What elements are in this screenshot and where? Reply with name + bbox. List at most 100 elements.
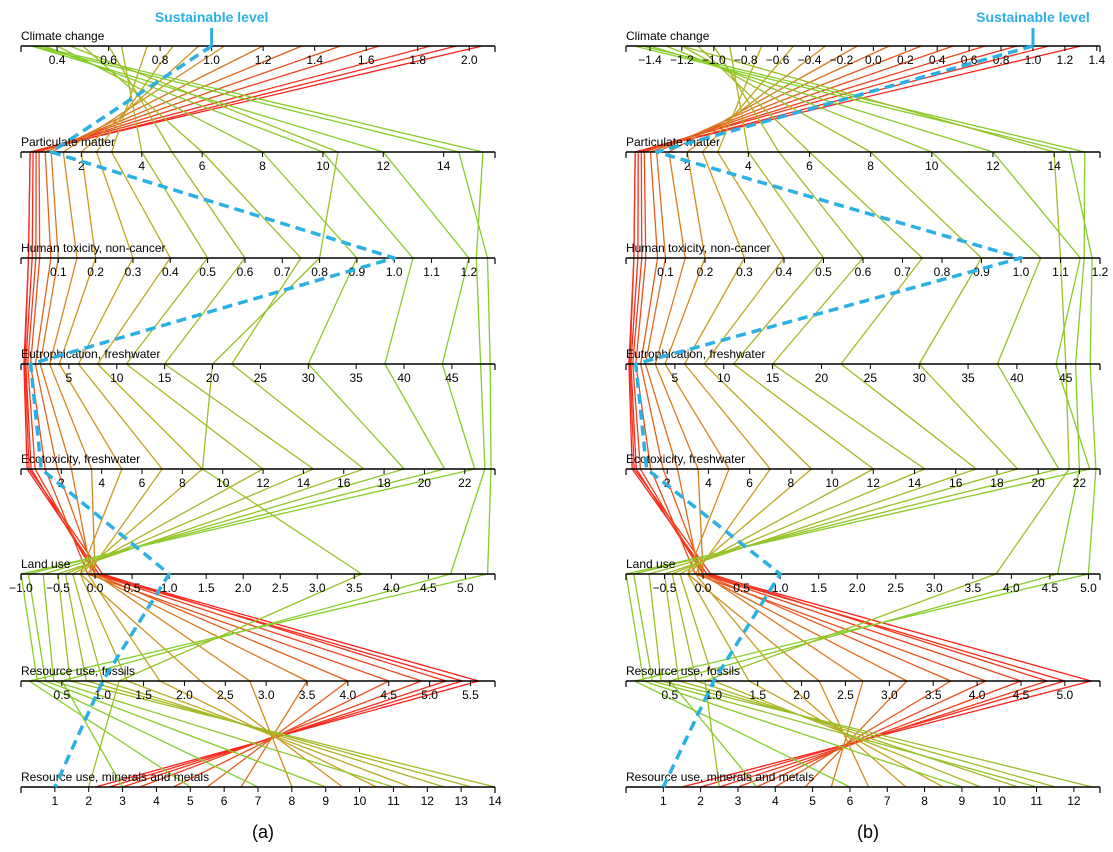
tick-label: 4.0 [1003,581,1020,595]
tick-label: 2.5 [217,688,234,702]
profile-line [681,45,1070,788]
axis: Particulate matter 2 4 6 8 10 12 14 [20,135,496,173]
tick-label: 20 [418,476,432,490]
profile-line [49,45,293,788]
tick-label: 8 [259,159,266,173]
tick-label: 4.5 [1042,581,1059,595]
tick-label: 0.1 [50,265,67,279]
tick-label: 0.3 [125,265,142,279]
sustainable-level-label: Sustainable level [976,9,1090,25]
axis-title: Resource use, minerals and metals [21,770,209,784]
tick-label: 3.0 [309,581,326,595]
axis-title: Ecotoxicity, freshwater [21,452,140,466]
tick-label: 1.5 [198,581,215,595]
tick-label: −0.5 [46,581,70,595]
tick-label: 7 [255,794,262,808]
tick-label: 0.4 [776,265,793,279]
profile-line [633,45,1097,788]
tick-label: 4.5 [380,688,397,702]
tick-label: 2 [697,794,704,808]
tick-label: 10 [216,476,230,490]
profile-line [629,45,1048,788]
tick-label: 6 [199,159,206,173]
profile-line [39,45,308,788]
tick-label: 11 [387,794,400,808]
tick-label: 12 [986,159,1000,173]
profile-line [42,45,405,788]
tick-label: 5 [672,371,679,385]
tick-label: 5.5 [462,688,479,702]
tick-label: 14 [1047,159,1061,173]
tick-label: 20 [815,371,829,385]
tick-label: 18 [377,476,391,490]
profile-line [27,45,446,788]
tick-label: 4.5 [1013,688,1030,702]
tick-label: 15 [766,371,780,385]
axis: Land use −0.5 0.0 0.5 1.0 1.5 2.0 2.5 3.0 3.5 4.0 4… [625,557,1101,595]
tick-label: 1 [660,794,667,808]
axis-title: Climate change [626,29,710,43]
tick-label: 18 [990,476,1004,490]
profile-line [630,45,1066,788]
tick-label: 16 [337,476,351,490]
sustainable-level: Sustainable level [28,9,396,788]
tick-label: 4 [705,476,712,490]
tick-label: 1.1 [1052,265,1069,279]
tick-label: 10 [353,794,367,808]
profile-line [648,45,1093,788]
tick-label: 30 [913,371,927,385]
tick-label: 10 [316,159,330,173]
axis-title: Land use [626,557,676,571]
tick-label: 12 [1067,794,1081,808]
axis-title: Particulate matter [21,135,115,149]
axis-title: Human toxicity, non-cancer [21,241,166,255]
axis-title: Resource use, fossils [21,664,135,678]
profile-line [72,45,445,788]
tick-label: 14 [488,794,502,808]
axis-title: Ecotoxicity, freshwater [626,452,745,466]
axis-title: Land use [21,557,71,571]
tick-label: −1.0 [702,53,726,67]
tick-label: 14 [908,476,922,490]
profile-line [635,45,987,788]
tick-label: 2 [684,159,691,173]
tick-label: 0.5 [662,688,679,702]
tick-label: 0.2 [897,53,914,67]
tick-label: 0.5 [54,688,71,702]
tick-label: 13 [454,794,468,808]
tick-label: 11 [1030,794,1043,808]
tick-label: 1.0 [1025,53,1042,67]
tick-label: 1.0 [772,581,789,595]
tick-label: 0.8 [152,53,169,67]
panel-label: (b) [857,822,879,842]
tick-label: 10 [925,159,939,173]
profile-line [663,45,1056,788]
tick-label: 9 [322,794,329,808]
profile-line [64,45,472,788]
sustainable-level: Sustainable level [634,9,1090,788]
profile-line [69,45,363,788]
tick-label: 8 [179,476,186,490]
tick-label: 10 [717,371,731,385]
tick-label: 2.0 [793,688,810,702]
tick-label: 2 [78,159,85,173]
tick-label: 0.5 [815,265,832,279]
tick-label: 1.4 [306,53,323,67]
tick-label: 1 [52,794,59,808]
axis: Human toxicity, non-cancer 0.1 0.2 0.3 0.4 0.… [625,241,1109,279]
profile-line [671,45,1019,788]
axis: Human toxicity, non-cancer 0.1 0.2 0.3 0.4 0.… [20,241,496,279]
tick-label: 4.0 [383,581,400,595]
tick-label: 0.5 [124,581,141,595]
tick-label: 0.3 [736,265,753,279]
tick-label: 10 [825,476,839,490]
profile-line [58,45,343,788]
profile-line [29,45,390,788]
profile-line [683,45,907,788]
tick-label: 45 [445,371,459,385]
tick-label: 2.5 [272,581,289,595]
tick-label: 2 [58,476,65,490]
tick-label: 15 [158,371,172,385]
